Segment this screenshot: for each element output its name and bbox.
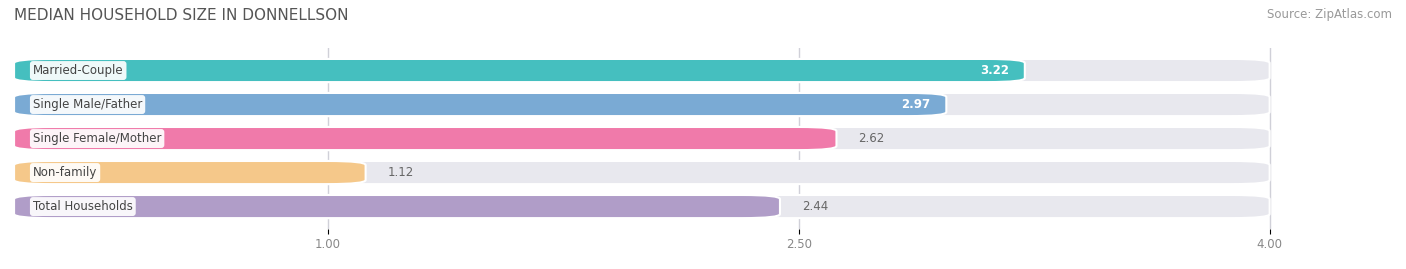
Text: Single Male/Father: Single Male/Father: [32, 98, 142, 111]
FancyBboxPatch shape: [14, 59, 1025, 82]
FancyBboxPatch shape: [14, 161, 1270, 184]
Text: 2.62: 2.62: [859, 132, 884, 145]
FancyBboxPatch shape: [14, 93, 946, 116]
FancyBboxPatch shape: [14, 195, 1270, 218]
FancyBboxPatch shape: [14, 195, 780, 218]
Text: 2.97: 2.97: [901, 98, 931, 111]
Text: Single Female/Mother: Single Female/Mother: [32, 132, 162, 145]
Text: 1.12: 1.12: [388, 166, 413, 179]
Text: Total Households: Total Households: [32, 200, 132, 213]
FancyBboxPatch shape: [14, 59, 1270, 82]
FancyBboxPatch shape: [14, 127, 1270, 150]
Text: Source: ZipAtlas.com: Source: ZipAtlas.com: [1267, 8, 1392, 21]
Text: 2.44: 2.44: [801, 200, 828, 213]
Text: Non-family: Non-family: [32, 166, 97, 179]
FancyBboxPatch shape: [14, 127, 837, 150]
Text: 3.22: 3.22: [980, 64, 1010, 77]
FancyBboxPatch shape: [14, 93, 1270, 116]
Text: MEDIAN HOUSEHOLD SIZE IN DONNELLSON: MEDIAN HOUSEHOLD SIZE IN DONNELLSON: [14, 8, 349, 23]
FancyBboxPatch shape: [14, 161, 366, 184]
Text: Married-Couple: Married-Couple: [32, 64, 124, 77]
